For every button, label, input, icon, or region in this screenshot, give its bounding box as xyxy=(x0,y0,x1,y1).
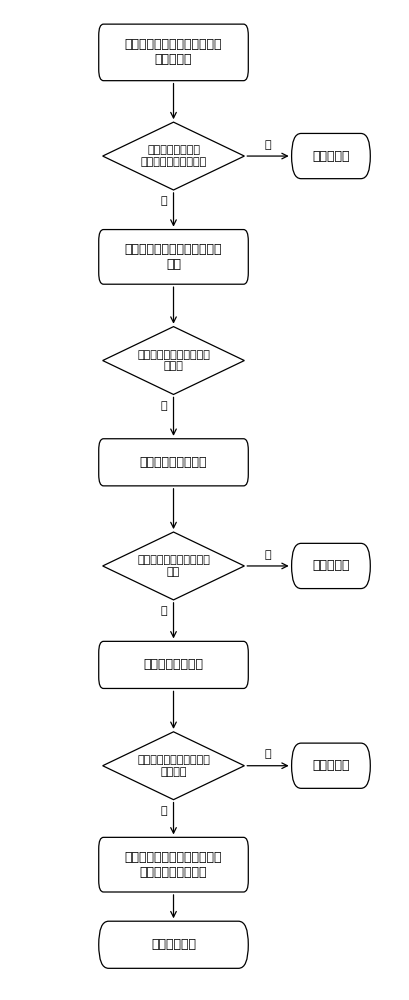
Text: 否: 否 xyxy=(264,140,271,150)
Text: 谐振频率是否在标准要求
范围内: 谐振频率是否在标准要求 范围内 xyxy=(137,350,209,371)
Text: 电缆线路是否配备
有单相高压并联电抗器: 电缆线路是否配备 有单相高压并联电抗器 xyxy=(140,145,206,167)
FancyBboxPatch shape xyxy=(291,133,369,179)
Text: 否: 否 xyxy=(264,550,271,560)
Text: 是: 是 xyxy=(160,606,166,616)
Text: 计算电抗器支撑法接线的谐振
频率: 计算电抗器支撑法接线的谐振 频率 xyxy=(124,243,222,271)
FancyBboxPatch shape xyxy=(291,543,369,589)
Text: 否: 否 xyxy=(264,749,271,759)
Text: 是: 是 xyxy=(160,806,166,816)
Text: 计算所需的试验升压装置参数
（励磁变、变频柜）: 计算所需的试验升压装置参数 （励磁变、变频柜） xyxy=(124,851,222,879)
Polygon shape xyxy=(102,532,244,600)
Text: 是: 是 xyxy=(160,196,166,206)
Polygon shape xyxy=(102,122,244,190)
FancyBboxPatch shape xyxy=(99,439,248,486)
Text: 方案不可行: 方案不可行 xyxy=(311,759,349,772)
Text: 方案不可行: 方案不可行 xyxy=(311,150,349,163)
Text: 电抗器发热情况是否满足
设计要求: 电抗器发热情况是否满足 设计要求 xyxy=(137,755,209,777)
Text: 中性点电压是否满足设计
要求: 中性点电压是否满足设计 要求 xyxy=(137,555,209,577)
Polygon shape xyxy=(102,327,244,394)
Polygon shape xyxy=(102,732,244,800)
Text: 单相电抗器与电缆交流耐压试
验方案优选: 单相电抗器与电缆交流耐压试 验方案优选 xyxy=(124,38,222,66)
FancyBboxPatch shape xyxy=(291,743,369,788)
Text: 评估电抗发热情况: 评估电抗发热情况 xyxy=(143,658,203,671)
Text: 计算可选试验电压值: 计算可选试验电压值 xyxy=(139,456,207,469)
FancyBboxPatch shape xyxy=(99,921,248,968)
FancyBboxPatch shape xyxy=(99,837,248,892)
FancyBboxPatch shape xyxy=(99,230,248,284)
Text: 完成方案设计: 完成方案设计 xyxy=(151,938,196,951)
Text: 方案不可行: 方案不可行 xyxy=(311,559,349,572)
Text: 是: 是 xyxy=(160,401,166,411)
FancyBboxPatch shape xyxy=(99,24,248,81)
FancyBboxPatch shape xyxy=(99,641,248,688)
